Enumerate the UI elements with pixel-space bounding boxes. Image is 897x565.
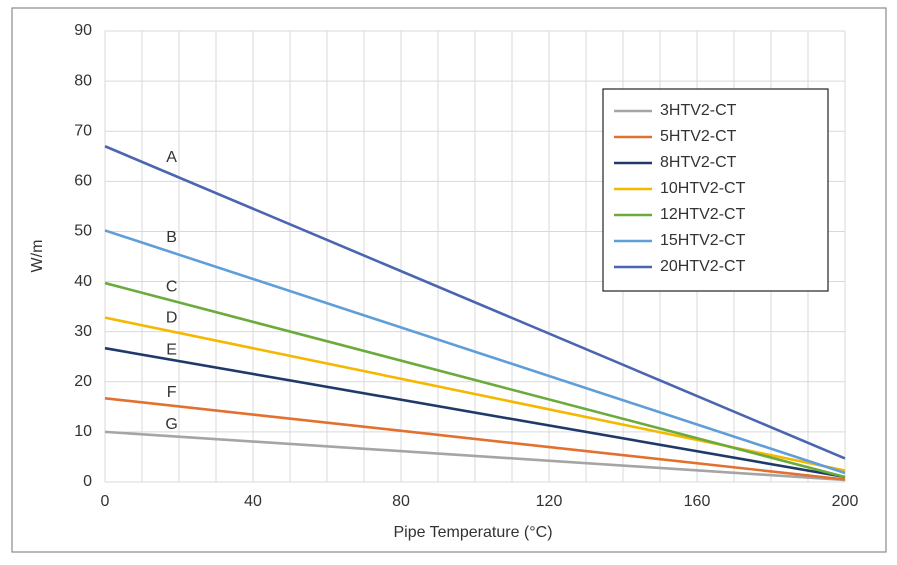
annotation: F: [167, 384, 177, 401]
y-tick-label: 90: [74, 22, 92, 39]
x-axis-title: Pipe Temperature (°C): [393, 524, 552, 541]
series-line: [104, 430, 846, 482]
x-tick-label: 80: [392, 493, 410, 510]
series-line: [104, 229, 846, 475]
y-tick-label: 40: [74, 273, 92, 290]
annotation: E: [166, 341, 177, 358]
annotation: G: [165, 416, 177, 433]
y-tick-label: 50: [74, 223, 92, 240]
x-tick-label: 120: [536, 493, 563, 510]
annotation: C: [166, 278, 178, 295]
y-tick-label: 80: [74, 72, 92, 89]
annotation: D: [166, 309, 178, 326]
x-tick-label: 0: [101, 493, 110, 510]
x-tick-label: 200: [832, 493, 859, 510]
series-line: [104, 281, 846, 479]
series-line: [104, 346, 846, 479]
x-tick-label: 160: [684, 493, 711, 510]
legend-label: 8HTV2-CT: [660, 154, 737, 171]
annotation: B: [166, 229, 177, 246]
y-axis-title: W/m: [29, 240, 46, 273]
y-tick-label: 0: [83, 473, 92, 490]
y-tick-label: 70: [74, 122, 92, 139]
y-tick-label: 60: [74, 173, 92, 190]
x-tick-label: 40: [244, 493, 262, 510]
legend-label: 12HTV2-CT: [660, 206, 746, 223]
legend-label: 20HTV2-CT: [660, 258, 746, 275]
annotation: A: [166, 149, 177, 166]
series-line: [104, 397, 846, 481]
series-line: [104, 145, 846, 460]
legend-label: 10HTV2-CT: [660, 180, 746, 197]
y-tick-label: 20: [74, 373, 92, 390]
legend-label: 5HTV2-CT: [660, 128, 737, 145]
chart-frame: [11, 7, 887, 553]
legend-label: 15HTV2-CT: [660, 232, 746, 249]
y-tick-label: 30: [74, 323, 92, 340]
legend-label: 3HTV2-CT: [660, 102, 737, 119]
y-tick-label: 10: [74, 423, 92, 440]
